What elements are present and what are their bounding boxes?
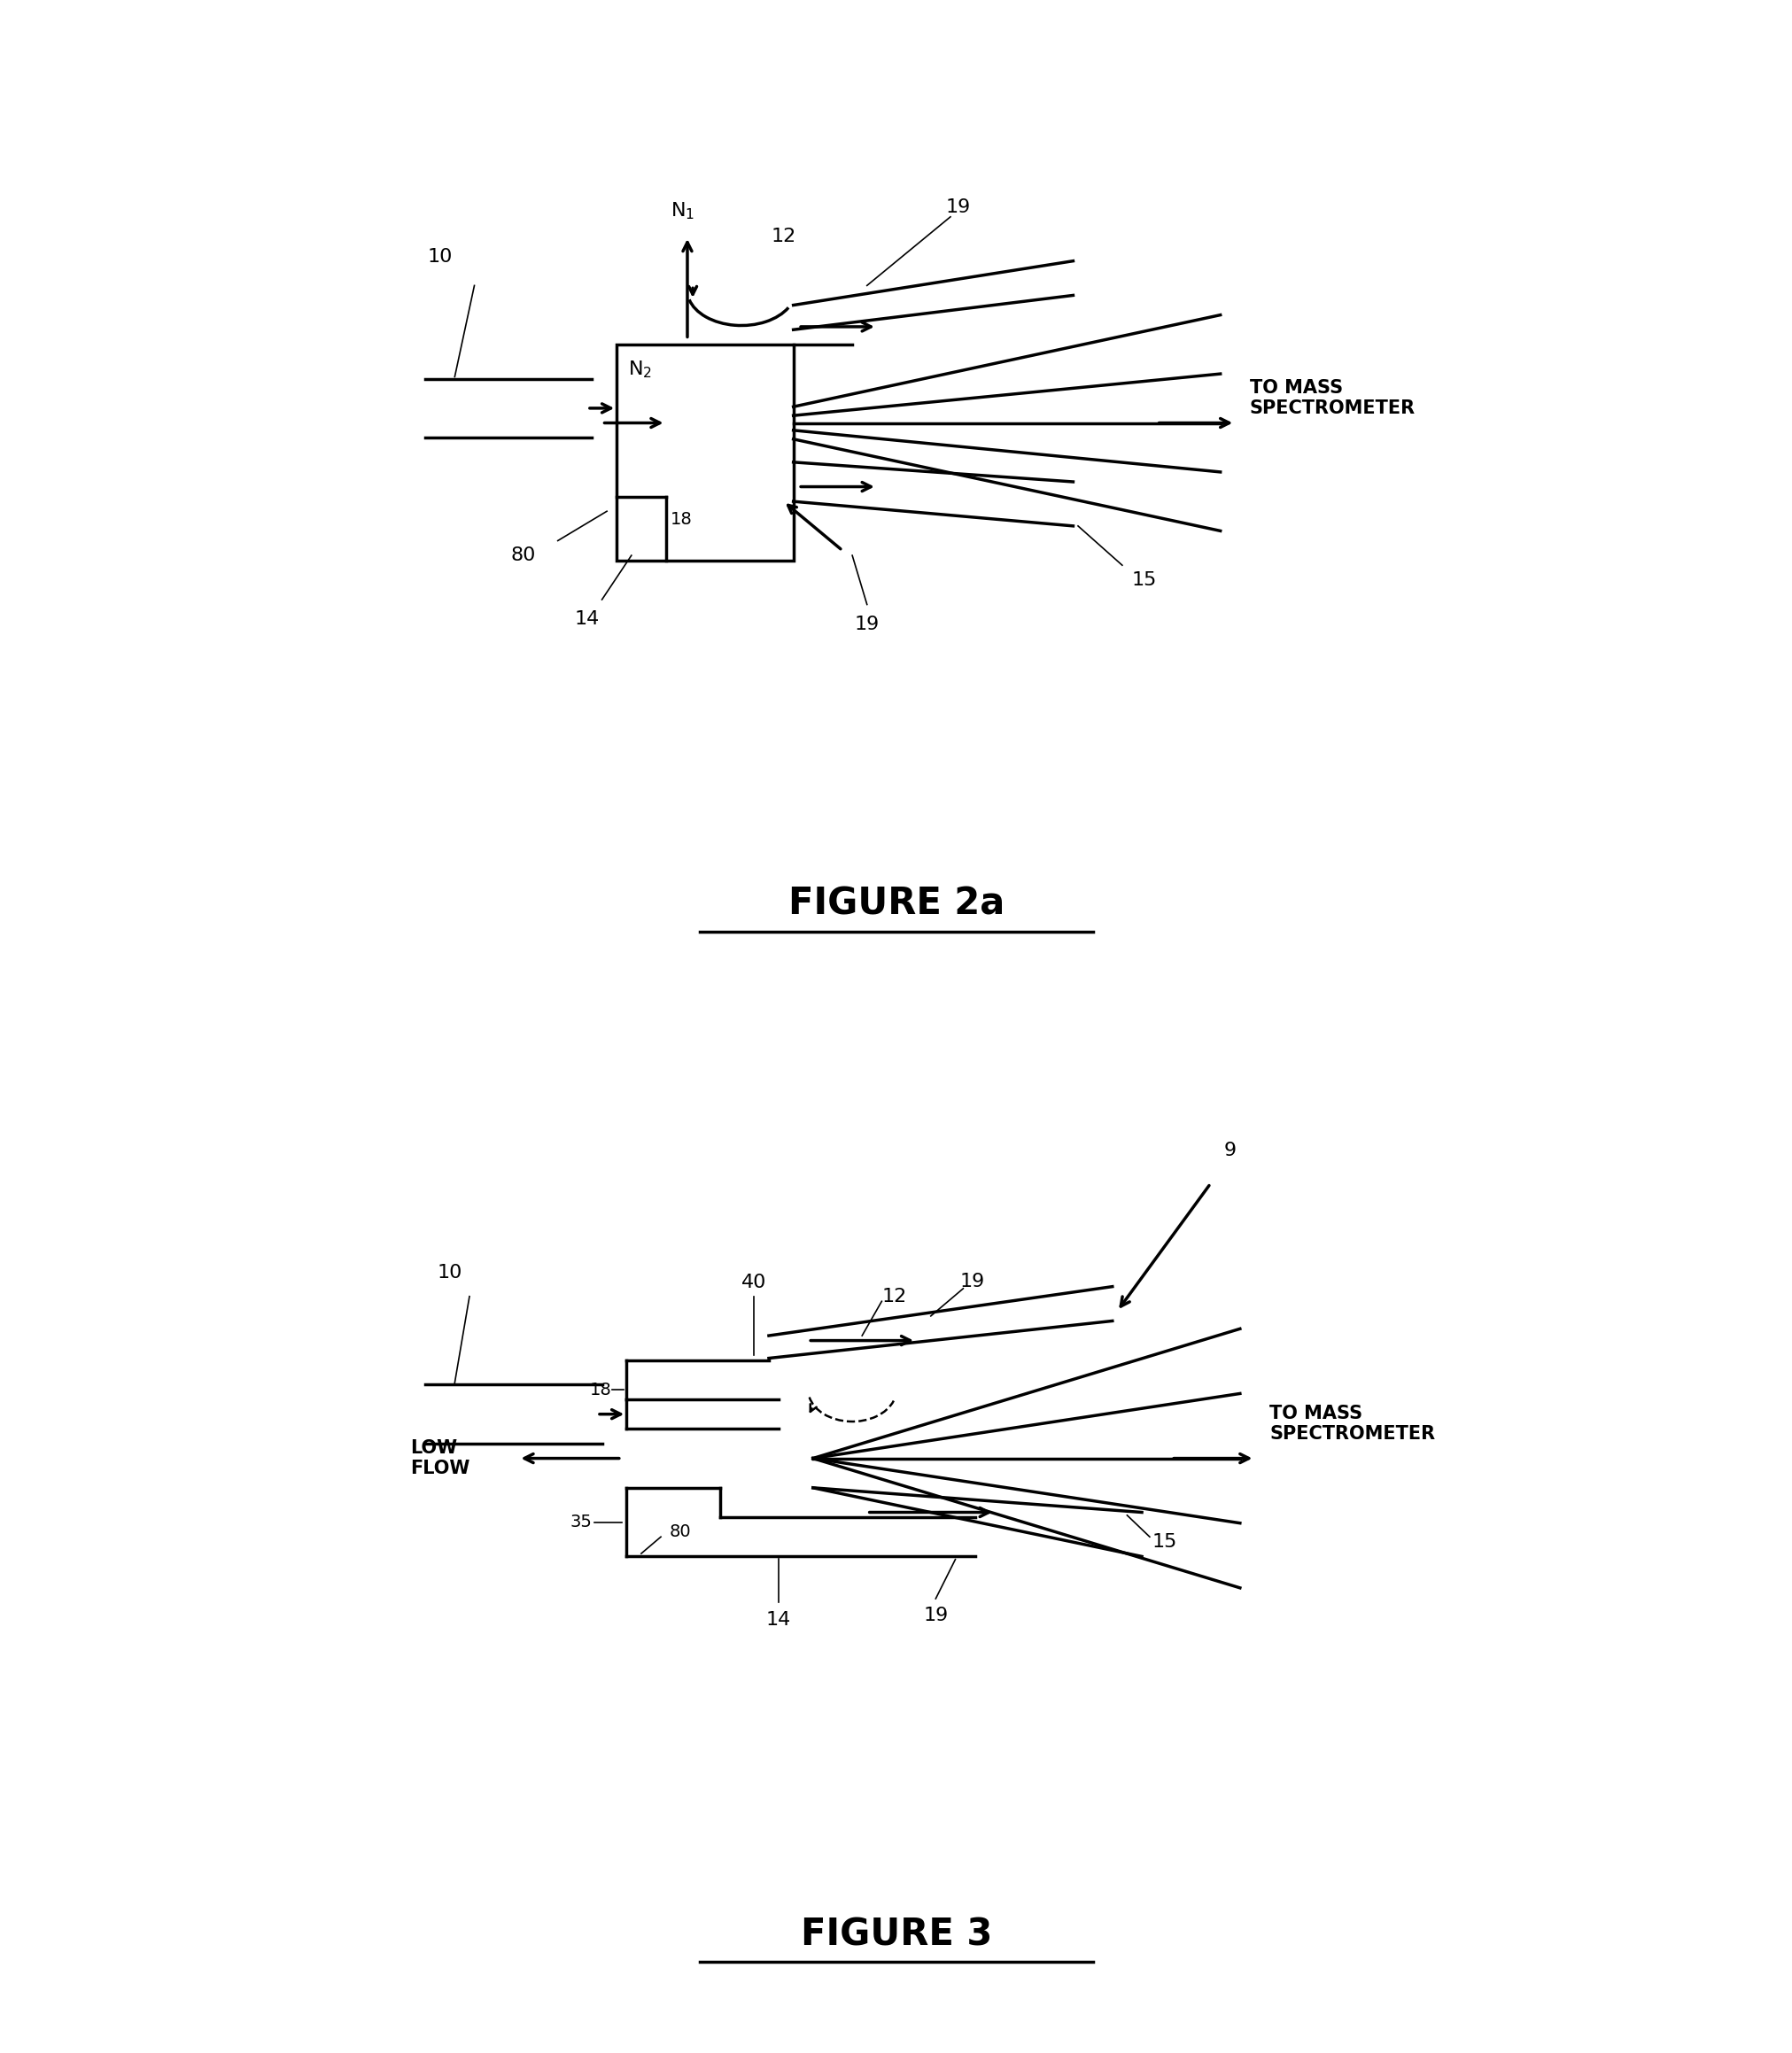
Text: 80: 80 bbox=[668, 1523, 692, 1540]
Text: FIGURE 3: FIGURE 3 bbox=[801, 1915, 991, 1952]
Text: 40: 40 bbox=[742, 1273, 767, 1291]
Text: 19: 19 bbox=[855, 616, 880, 632]
Text: LOW
FLOW: LOW FLOW bbox=[410, 1439, 470, 1478]
Text: 35: 35 bbox=[570, 1513, 591, 1532]
Bar bbox=[616, 345, 794, 560]
Text: 10: 10 bbox=[426, 248, 452, 267]
Text: 10: 10 bbox=[437, 1265, 462, 1281]
Text: TO MASS
SPECTROMETER: TO MASS SPECTROMETER bbox=[1269, 1404, 1434, 1443]
Text: 14: 14 bbox=[575, 610, 600, 628]
Text: 80: 80 bbox=[511, 546, 536, 565]
Text: 12: 12 bbox=[882, 1287, 907, 1306]
Text: 18: 18 bbox=[590, 1382, 611, 1398]
Text: FIGURE 2a: FIGURE 2a bbox=[788, 885, 1004, 922]
Text: N$_1$: N$_1$ bbox=[670, 201, 694, 222]
Text: 18: 18 bbox=[670, 511, 692, 528]
Text: 15: 15 bbox=[1131, 571, 1156, 589]
Text: 12: 12 bbox=[771, 228, 796, 244]
Text: 19: 19 bbox=[944, 199, 969, 216]
Text: 19: 19 bbox=[923, 1607, 948, 1624]
Text: TO MASS
SPECTROMETER: TO MASS SPECTROMETER bbox=[1249, 380, 1416, 417]
Text: 9: 9 bbox=[1224, 1141, 1236, 1160]
Text: N$_2$: N$_2$ bbox=[629, 359, 652, 380]
Text: 14: 14 bbox=[765, 1612, 790, 1630]
Text: 19: 19 bbox=[961, 1273, 986, 1291]
Text: 15: 15 bbox=[1150, 1534, 1176, 1550]
